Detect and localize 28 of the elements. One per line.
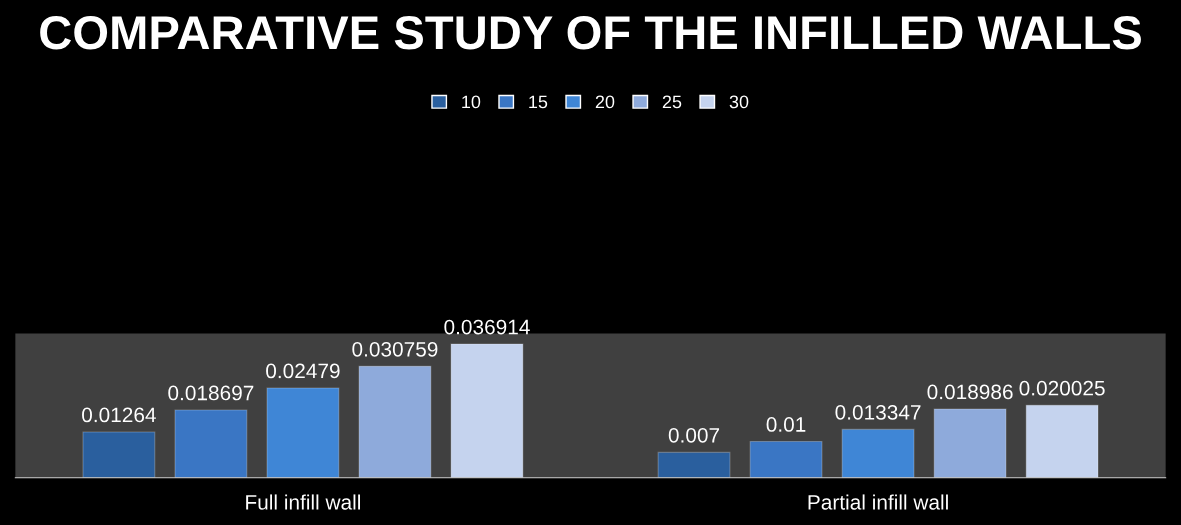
bar (174, 409, 248, 478)
legend-label: 25 (662, 95, 682, 109)
bar (841, 428, 915, 478)
bar (358, 365, 432, 478)
bar (657, 451, 731, 478)
data-label: 0.020025 (1019, 380, 1105, 396)
bar (749, 440, 823, 478)
data-label: 0.013347 (835, 404, 921, 420)
data-label: 0.030759 (352, 341, 438, 357)
data-label: 0.036914 (444, 319, 530, 335)
bar (266, 387, 340, 478)
chart-title: COMPARATIVE STUDY OF THE INFILLED WALLS (40, 15, 1141, 50)
x-tick-label: Partial infill wall (808, 494, 948, 510)
bar (1025, 404, 1099, 478)
data-label: 0.007 (668, 427, 720, 443)
data-label: 0.018697 (168, 385, 254, 401)
data-label: 0.01 (766, 417, 806, 432)
data-label: 0.02479 (266, 363, 340, 379)
bar (82, 431, 156, 478)
bar (450, 343, 524, 478)
legend-label: 30 (729, 95, 749, 109)
legend-label: 15 (529, 95, 548, 109)
bar (933, 408, 1007, 478)
data-label: 0.01264 (82, 407, 156, 423)
legend-label: 20 (595, 95, 615, 109)
x-tick-label: Full infill wall (246, 494, 360, 510)
data-label: 0.018986 (927, 384, 1013, 400)
legend-label: 10 (462, 95, 481, 109)
